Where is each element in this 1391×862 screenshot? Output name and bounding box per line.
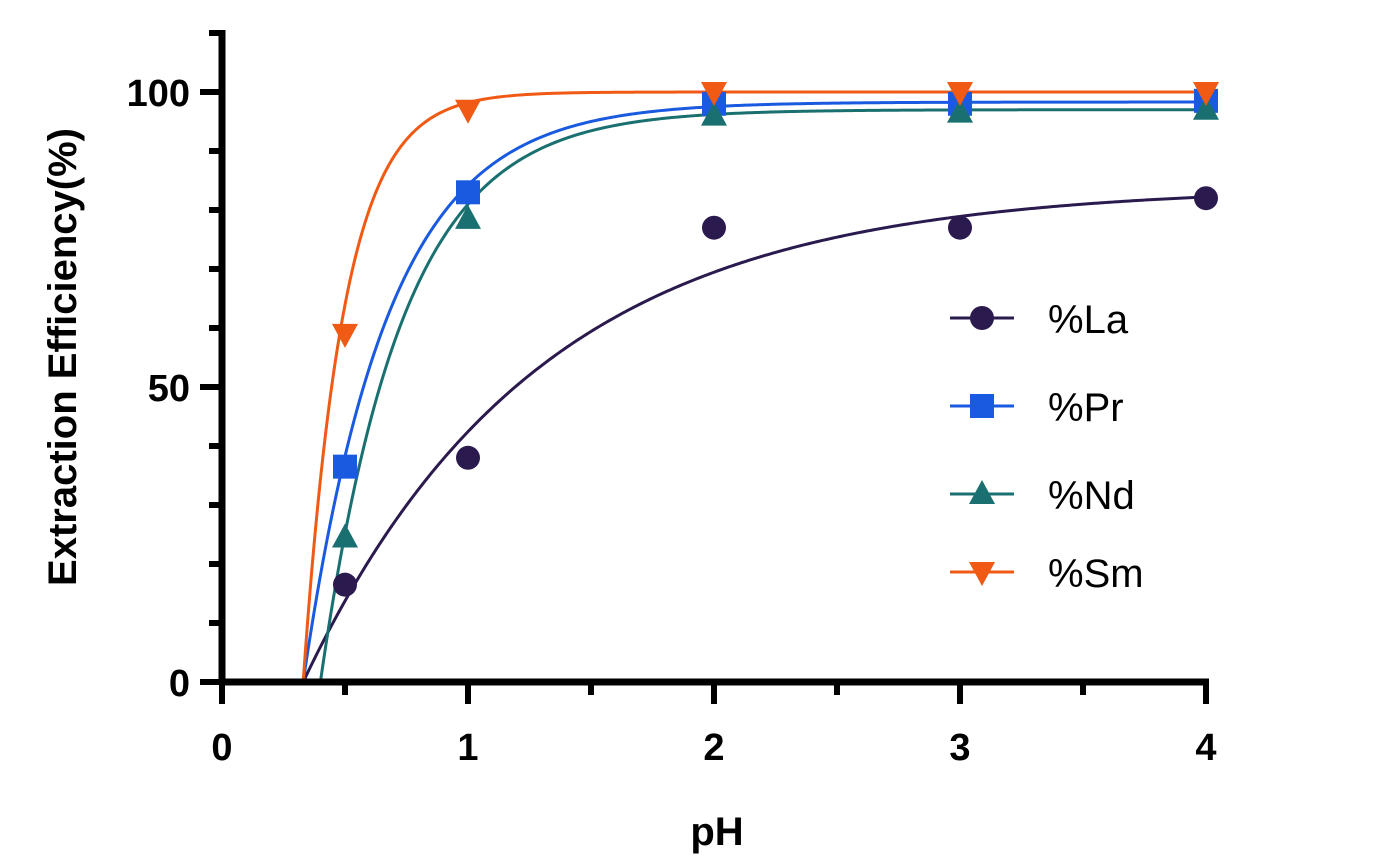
data-point-nd (701, 101, 727, 126)
data-point-sm (1193, 82, 1219, 106)
tick-labels: 0 1 2 3 4 0 50 100 (127, 73, 1217, 769)
data-markers (332, 82, 1219, 597)
x-tick-label: 2 (703, 727, 724, 769)
data-point-sm (332, 323, 358, 348)
data-point-la (948, 215, 972, 240)
data-point-sm (947, 82, 973, 106)
legend-marker-nd (969, 480, 995, 504)
x-tick-label: 3 (949, 727, 970, 769)
fit-curve-sm (301, 90, 1206, 683)
legend-label-nd: %Nd (1048, 474, 1135, 518)
fit-curve-la (301, 195, 1207, 683)
legend-label-sm: %Sm (1048, 552, 1144, 596)
data-point-sm (701, 82, 727, 106)
legend-marker-sm (969, 562, 995, 586)
data-point-la (456, 445, 480, 470)
y-axis-title: Extraction Efficiency(%) (41, 128, 85, 586)
data-point-nd (332, 523, 358, 548)
x-tick-label: 1 (457, 727, 478, 769)
legend: %La %Pr %Nd %Sm (950, 298, 1144, 596)
data-point-pr (333, 454, 357, 479)
x-tick-label: 4 (1195, 727, 1216, 769)
data-point-nd (1193, 95, 1219, 120)
data-point-sm (455, 99, 481, 124)
fit-curve-pr (301, 100, 1206, 683)
legend-label-la: %La (1048, 298, 1129, 342)
data-point-la (1194, 186, 1218, 211)
axes (200, 30, 1209, 704)
legend-marker-la (970, 306, 994, 330)
data-point-pr (456, 180, 480, 205)
y-tick-label: 50 (148, 368, 190, 410)
y-tick-label: 100 (127, 73, 190, 115)
x-tick-label: 0 (211, 727, 232, 769)
data-point-la (333, 572, 357, 597)
y-tick-label: 0 (169, 663, 190, 705)
data-point-nd (947, 98, 973, 123)
x-axis-title: pH (690, 810, 743, 854)
legend-label-pr: %Pr (1048, 386, 1124, 430)
data-point-la (702, 215, 726, 240)
data-point-nd (455, 204, 481, 229)
legend-marker-pr (970, 394, 994, 418)
